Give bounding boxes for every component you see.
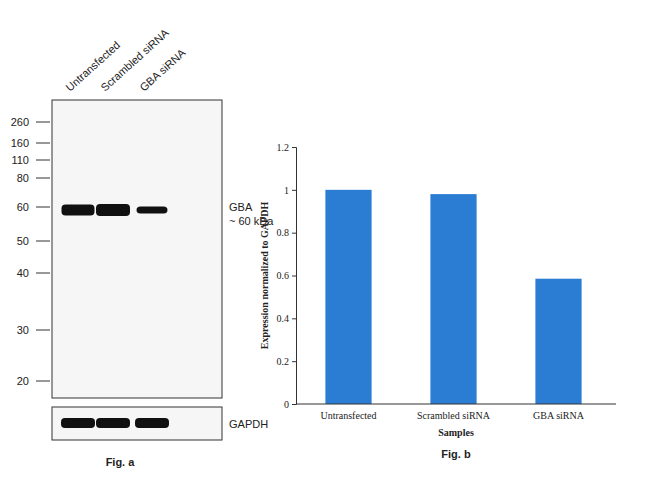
y-tick: 1.2 <box>277 142 297 153</box>
gba-band <box>137 207 168 214</box>
y-tick-label: 0.6 <box>277 270 290 281</box>
y-tick: 0.8 <box>277 227 297 238</box>
marker-tick <box>36 143 50 144</box>
y-tick-label: 0.2 <box>277 356 290 367</box>
y-tick: 1 <box>284 185 296 196</box>
y-tick-mark <box>292 404 296 405</box>
blot-membrane <box>52 100 222 398</box>
gba-band <box>96 204 130 216</box>
target-label: GBA <box>229 201 253 213</box>
blot-panel: 260160110806050403020UntransfectedScramb… <box>11 26 275 468</box>
bar-chart: 0 0.2 0.4 0.6 0.8 1 1.2 Untransfected Scrambled … <box>259 142 616 460</box>
marker-tick <box>36 122 50 123</box>
bars <box>325 190 581 404</box>
x-tick: GBA siRNA <box>533 404 585 421</box>
y-tick-mark <box>292 361 296 362</box>
y-tick-label: 1.2 <box>277 142 290 153</box>
x-axis: Untransfected Scrambled siRNA GBA siRNA <box>296 404 616 421</box>
gapdh-membrane <box>52 407 222 440</box>
y-axis: 0 0.2 0.4 0.6 0.8 1 1.2 <box>277 142 297 410</box>
marker-tick <box>36 241 50 242</box>
marker-tick <box>36 381 50 382</box>
y-tick-mark <box>292 318 296 319</box>
marker-label: 60 <box>17 201 29 213</box>
y-tick: 0.2 <box>277 356 297 367</box>
x-tick-label: GBA siRNA <box>533 410 585 421</box>
marker-tick <box>36 178 50 179</box>
y-tick-label: 0.8 <box>277 227 290 238</box>
x-axis-title: Samples <box>438 427 474 438</box>
x-tick: Untransfected <box>320 404 376 421</box>
marker-label: 110 <box>11 154 29 166</box>
marker-tick <box>36 273 50 274</box>
marker-tick <box>36 160 50 161</box>
x-tick: Scrambled siRNA <box>417 404 491 421</box>
y-tick-label: 0.4 <box>277 313 290 324</box>
y-tick-label: 0 <box>284 399 289 410</box>
gba-band <box>62 205 95 216</box>
marker-label: 160 <box>11 137 29 149</box>
y-tick-mark <box>292 233 296 234</box>
bar <box>325 190 371 404</box>
marker-label: 40 <box>17 267 29 279</box>
bar <box>535 279 581 404</box>
marker-label: 30 <box>17 324 29 336</box>
lane-label: GBA siRNA <box>137 46 188 93</box>
marker-label: 260 <box>11 116 29 128</box>
bar <box>430 194 476 404</box>
y-tick-mark <box>292 276 296 277</box>
loading-control-label: GAPDH <box>229 418 268 430</box>
caption: Fig. b <box>441 448 471 460</box>
marker-tick <box>36 207 50 208</box>
y-tick-label: 1 <box>284 185 289 196</box>
lane-label: Scrambled siRNA <box>98 26 171 93</box>
y-tick: 0.4 <box>277 313 297 324</box>
y-tick-mark <box>292 147 296 148</box>
gapdh-band <box>96 418 130 428</box>
y-axis-title: Expression normalized to GAPDH <box>259 202 270 350</box>
caption: Fig. a <box>106 456 136 468</box>
marker-label: 20 <box>17 375 29 387</box>
x-tick-label: Untransfected <box>320 410 376 421</box>
marker-tick <box>36 330 50 331</box>
gapdh-band <box>61 418 95 428</box>
y-tick: 0.6 <box>277 270 297 281</box>
y-axis-line <box>292 148 297 405</box>
figure: 260 160 110 80 60 50 40 30 20 Untransfected Scramb… <box>0 0 650 482</box>
gapdh-band <box>135 418 169 428</box>
y-tick: 0 <box>284 399 296 410</box>
y-tick-mark <box>292 190 296 191</box>
x-axis-line <box>296 404 616 405</box>
x-tick-label: Scrambled siRNA <box>417 410 491 421</box>
marker-label: 80 <box>17 172 29 184</box>
marker-label: 50 <box>17 235 29 247</box>
